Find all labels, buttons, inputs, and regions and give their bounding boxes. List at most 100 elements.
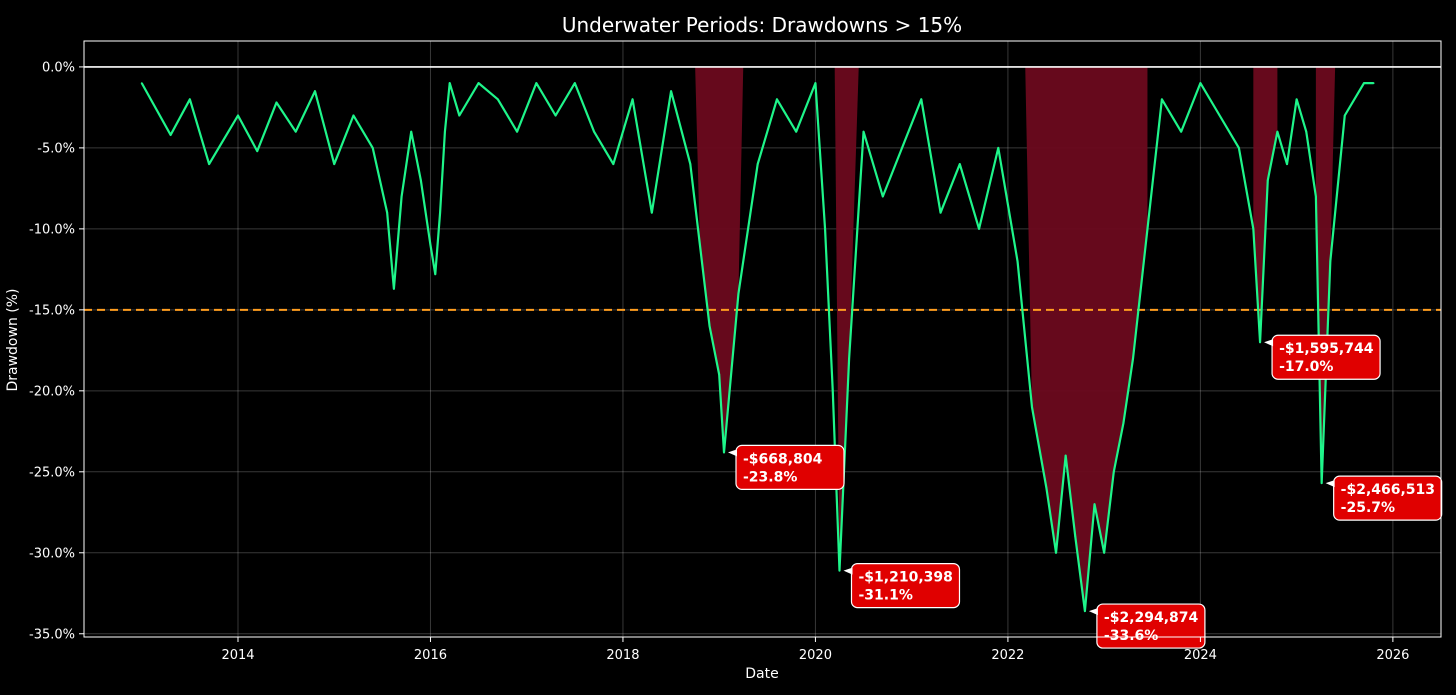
drawdown-point — [838, 569, 841, 572]
drawdown-point — [881, 195, 884, 198]
plot-frame — [83, 40, 1442, 638]
drawdown-point — [978, 227, 980, 230]
x-tick-label: 2014 — [221, 648, 254, 663]
drawdown-point — [776, 98, 778, 101]
annotation-pointer — [1088, 608, 1098, 616]
annotation-amount: -$2,466,513 — [1341, 482, 1435, 498]
drawdown-point — [371, 146, 374, 149]
drawdown-point — [1276, 130, 1279, 133]
drawdown-point — [444, 130, 446, 133]
drawdown-point — [718, 373, 721, 376]
drawdown-point — [419, 179, 422, 182]
drawdown-point — [1286, 163, 1288, 165]
annotation-amount: -$1,210,398 — [858, 570, 952, 586]
drawdown-point — [1161, 98, 1163, 101]
drawdown-point — [631, 98, 634, 101]
drawdown-point — [434, 273, 437, 276]
drawdown-point — [410, 130, 413, 133]
drawdown-point — [650, 211, 653, 214]
x-tick-label: 2022 — [991, 648, 1024, 663]
drawdown-shaded-period — [695, 66, 744, 453]
drawdown-point — [1363, 82, 1365, 85]
drawdown-point — [1320, 482, 1323, 485]
drawdown-point — [352, 114, 355, 117]
drawdown-point — [477, 82, 480, 85]
drawdown-point — [939, 211, 942, 214]
drawdown-point — [169, 134, 172, 136]
drawdown-point — [831, 389, 834, 392]
x-tick-label: 2024 — [1184, 648, 1217, 663]
x-axis-title: Date — [745, 666, 778, 682]
annotations: -$668,804 -23.8% -$1,210,398 -31.1% -$2,294,… — [728, 334, 1443, 649]
annotation-percent: -33.6% — [1104, 628, 1158, 644]
drawdown-shaded-period — [1025, 66, 1148, 612]
drawdown-point — [1055, 551, 1057, 554]
axes: 2014 2016 2018 2020 2022 2024 2026 0.0% -5.0% -10… — [29, 40, 1442, 663]
drawdown-point — [1314, 195, 1317, 198]
annotation-box — [735, 444, 845, 490]
drawdown-point — [439, 211, 441, 214]
x-tick-label: 2018 — [606, 648, 639, 663]
drawdown-point — [1329, 260, 1332, 263]
drawdown-point — [1146, 227, 1149, 230]
drawdown-point — [535, 82, 538, 85]
x-tick-label: 2026 — [1376, 648, 1409, 663]
drawdown-point — [140, 82, 143, 85]
drawdown-point — [333, 163, 336, 165]
drawdown-point — [314, 90, 316, 93]
drawdown-point — [901, 146, 903, 149]
drawdown-point — [1103, 551, 1106, 554]
annotation-box — [850, 562, 961, 609]
drawdown-point — [256, 150, 259, 153]
drawdown-point — [400, 195, 403, 198]
y-tick-label: -30.0% — [29, 546, 75, 561]
drawdown-point — [1199, 82, 1202, 85]
drawdown-point — [670, 90, 672, 93]
drawdown-point — [554, 114, 557, 117]
drawdown-point — [275, 101, 278, 104]
drawdown-point — [1112, 470, 1115, 473]
annotation-amount: -$1,595,744 — [1279, 341, 1374, 357]
drawdown-point — [573, 82, 576, 85]
annotation-percent: -17.0% — [1279, 359, 1333, 375]
annotation-pointer — [1264, 339, 1274, 347]
drawdown-point — [516, 130, 518, 133]
drawdown-point — [795, 130, 798, 133]
annotation-percent: -23.8% — [743, 469, 797, 485]
drawdown-point — [429, 244, 432, 246]
annotation-amount: -$2,294,874 — [1104, 610, 1199, 626]
drawdown-point — [708, 325, 711, 327]
annotation-box — [1271, 334, 1381, 380]
drawdown-point — [689, 163, 692, 165]
drawdown-point — [1266, 179, 1269, 182]
drawdown-point — [1031, 406, 1033, 408]
drawdown-shaded-period — [1253, 66, 1278, 343]
chart-title: Underwater Periods: Drawdowns > 15% — [562, 13, 962, 37]
drawdown-annotation: -$2,466,513 -25.7% — [1325, 475, 1443, 521]
drawdown-point — [699, 244, 701, 246]
drawdown-point — [920, 98, 923, 101]
drawdown-point — [1093, 503, 1096, 506]
drawdown-point — [1064, 454, 1067, 457]
reference-lines — [84, 66, 1441, 311]
drawdown-point — [958, 163, 961, 165]
y-tick-label: -5.0% — [37, 141, 75, 156]
drawdown-line — [140, 82, 1374, 613]
drawdown-point — [1237, 146, 1240, 149]
annotation-pointer — [728, 449, 738, 457]
drawdown-point — [496, 98, 499, 101]
drawdown-point — [237, 114, 239, 117]
drawdown-point — [448, 82, 451, 85]
drawdown-point — [814, 82, 817, 85]
drawdown-point — [1074, 535, 1077, 538]
drawdown-point — [1259, 341, 1261, 344]
drawdown-point — [848, 357, 851, 360]
drawdown-point — [612, 163, 615, 165]
drawdown-point — [294, 130, 297, 133]
annotation-amount: -$668,804 — [743, 451, 823, 467]
drawdown-point — [1132, 357, 1134, 360]
drawdown-point — [1045, 487, 1048, 489]
drawdown-point — [386, 211, 389, 214]
drawdown-point — [997, 146, 1000, 149]
